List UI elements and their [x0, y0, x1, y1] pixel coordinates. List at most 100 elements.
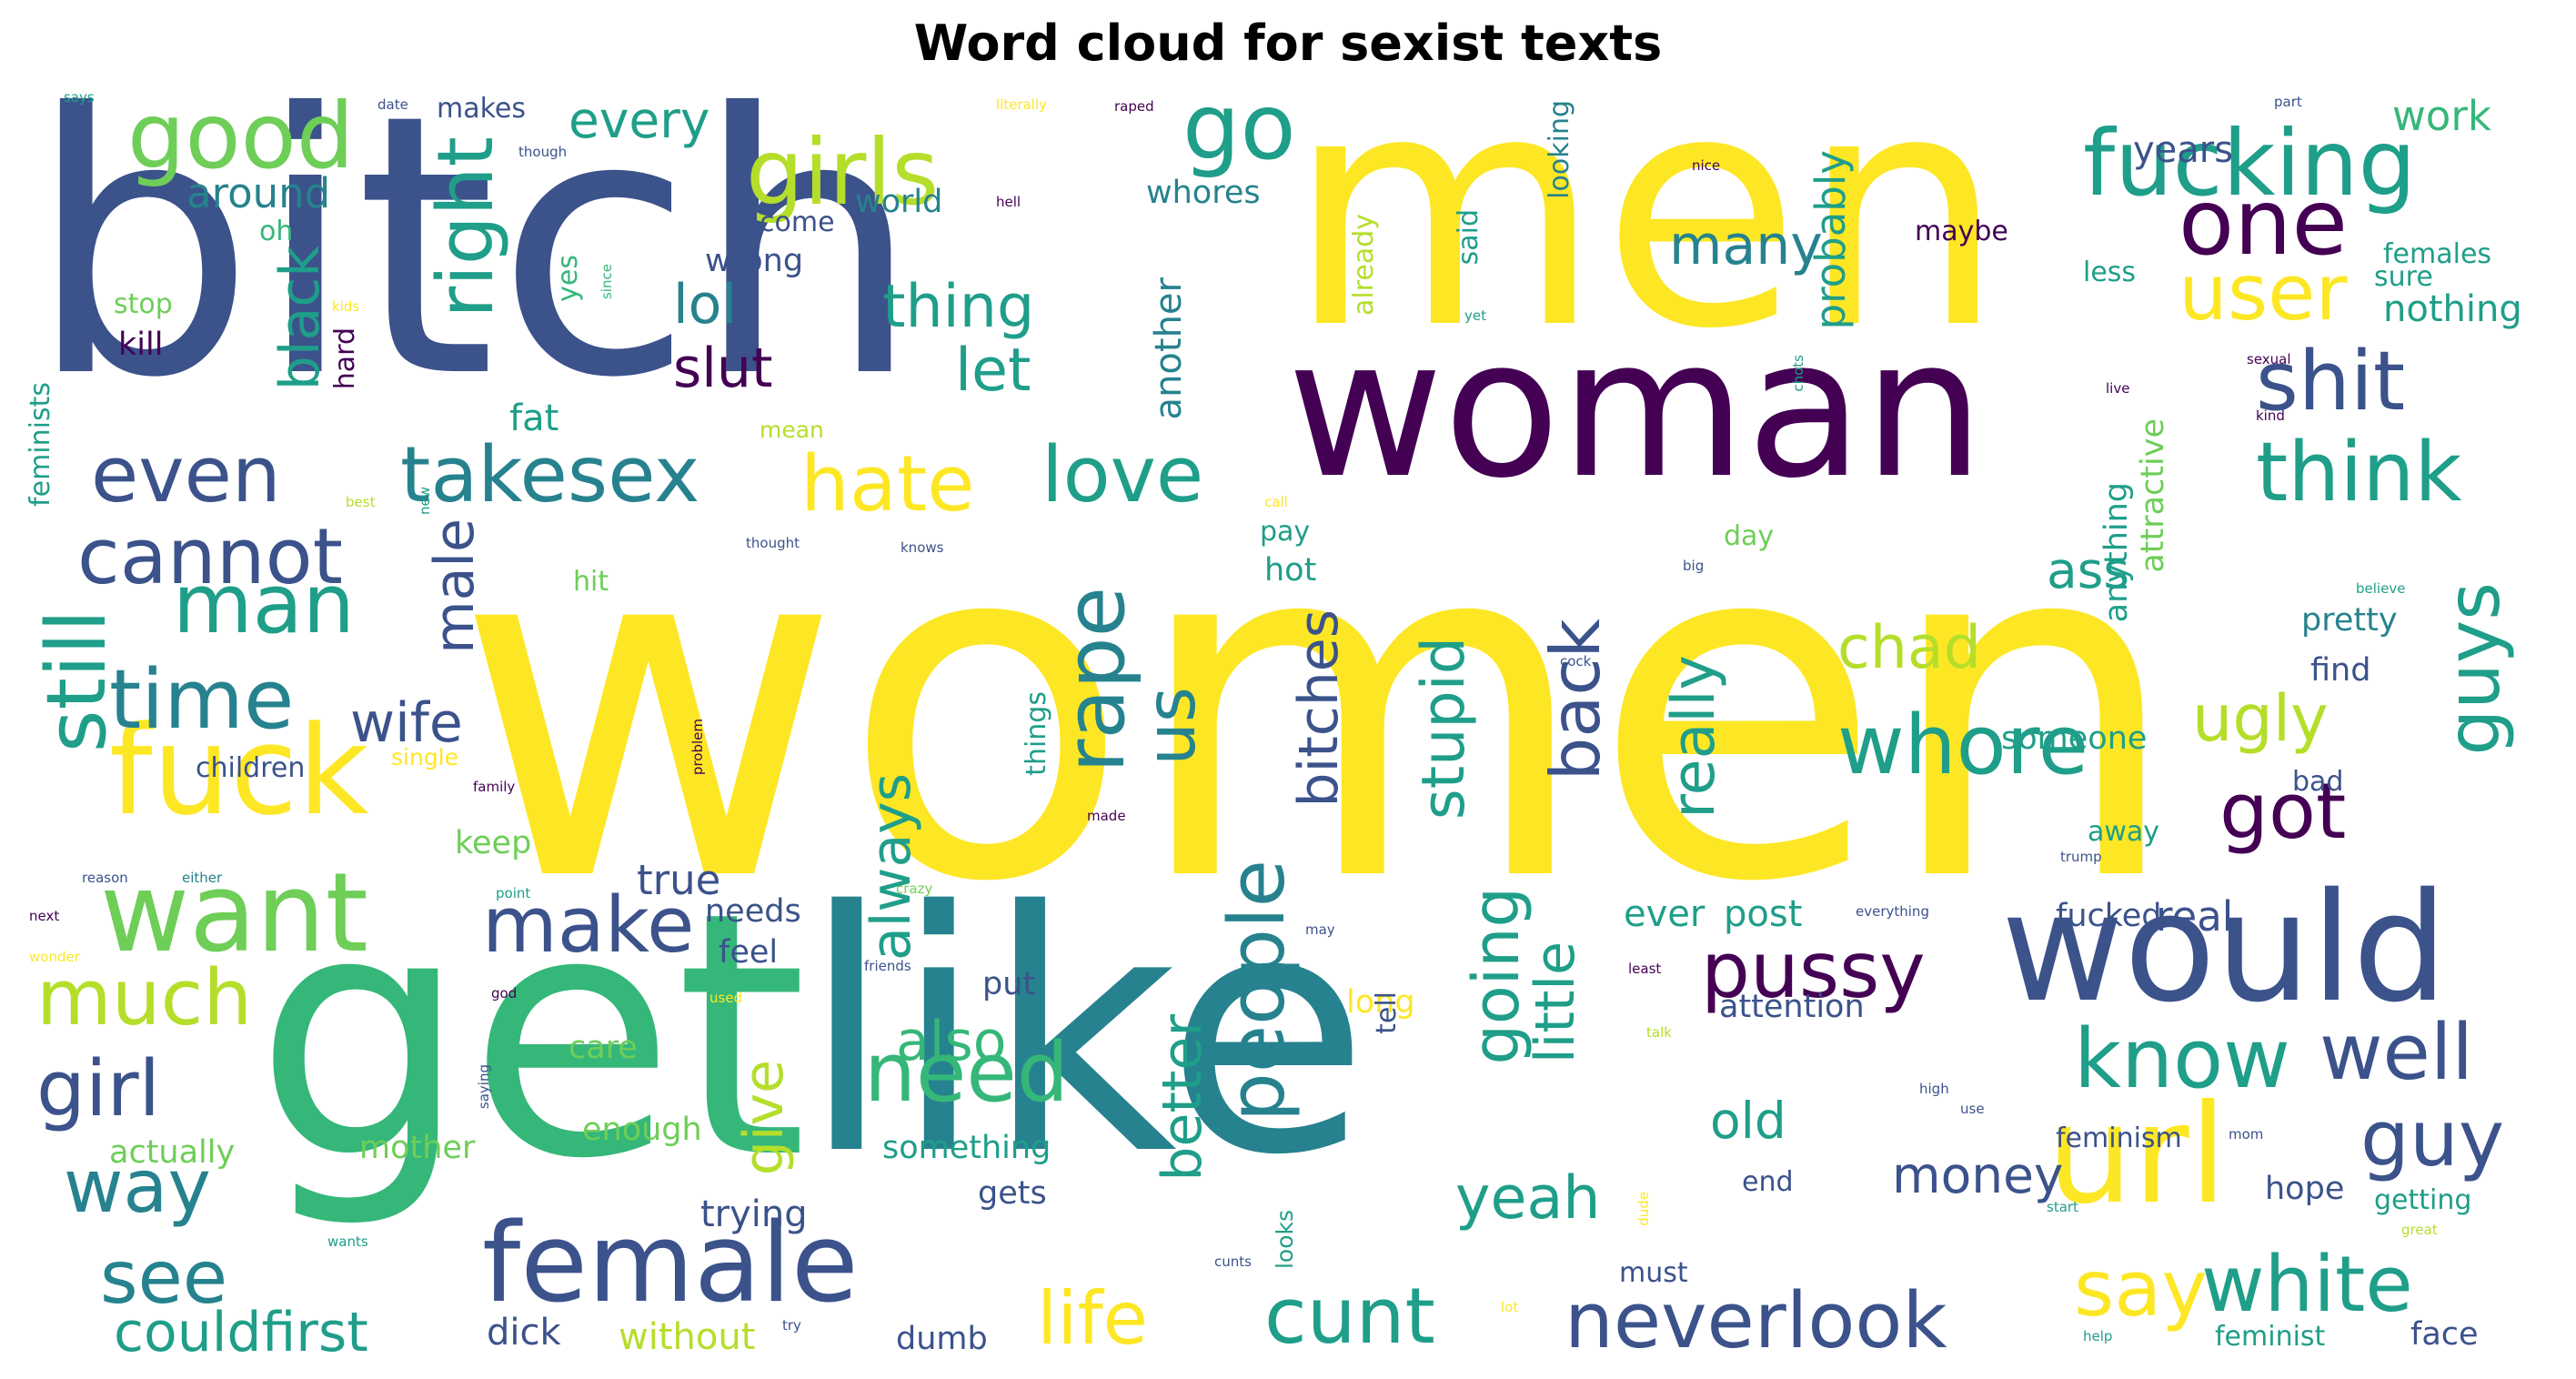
word-least: least [1628, 961, 1662, 977]
word-next: next [29, 908, 60, 924]
word-single: single [391, 744, 459, 770]
word-dumb: dumb [896, 1321, 988, 1357]
word-lot: lot [1501, 1299, 1519, 1315]
word-shit: shit [2256, 334, 2406, 429]
word-best: best [346, 494, 376, 510]
word-new: new [417, 487, 433, 516]
word-ever: ever [1624, 893, 1706, 935]
word-god: god [491, 985, 518, 1002]
word-see: see [100, 1235, 228, 1320]
word-cock: cock [1560, 653, 1592, 669]
word-dude: dude [1635, 1192, 1652, 1226]
word-pretty: pretty [2301, 602, 2398, 639]
word-hell: hell [996, 194, 1021, 210]
word-feminist: feminist [2215, 1321, 2326, 1353]
word-world: world [855, 184, 943, 220]
word-life: life [1037, 1276, 1148, 1361]
word-stupid: stupid [1410, 637, 1478, 820]
word-sure: sure [2374, 261, 2433, 293]
word-put: put [982, 966, 1036, 1002]
word-rape: rape [1048, 587, 1143, 773]
word-attention: attention [1719, 989, 1865, 1025]
word-little: little [1524, 941, 1587, 1063]
word-need: need [864, 1025, 1069, 1121]
word-men: men [1287, 23, 2006, 399]
word-make: make [482, 881, 695, 971]
word-things: things [1021, 691, 1052, 776]
word-guys: guys [2431, 582, 2516, 756]
word-fat: fat [509, 398, 559, 439]
word-point: point [496, 885, 531, 901]
word-yeah: yeah [1455, 1164, 1601, 1233]
word-url: url [2047, 1076, 2228, 1234]
word-man: man [173, 557, 355, 652]
word-male: male [423, 518, 487, 654]
word-care: care [569, 1030, 638, 1066]
word-kids: kids [332, 298, 360, 315]
word-raped: raped [1114, 98, 1154, 115]
word-way: way [64, 1144, 211, 1229]
word-girl: girl [36, 1044, 161, 1134]
word-hot: hot [1264, 552, 1317, 589]
word-enough: enough [582, 1112, 702, 1148]
word-would: would [2001, 861, 2449, 1035]
word-ass: ass [2047, 541, 2130, 599]
word-better: better [1151, 1014, 1214, 1182]
word-pussy: pussy [1701, 926, 1926, 1016]
word-let: let [955, 337, 1031, 405]
word-crazy: crazy [896, 881, 933, 897]
word-chots: chots [1790, 355, 1806, 392]
word-much: much [36, 953, 253, 1043]
word-mom: mom [2229, 1126, 2264, 1142]
word-wonder: wonder [29, 949, 80, 965]
word-go: go [1182, 74, 1296, 180]
word-yet: yet [1464, 307, 1486, 324]
word-post: post [1724, 893, 1803, 935]
word-lol: lol [673, 273, 738, 337]
word-needs: needs [705, 893, 801, 930]
word-females: females [2383, 238, 2492, 270]
word-really: really [1660, 655, 1728, 819]
word-knows: knows [901, 539, 944, 556]
word-user: user [2179, 248, 2348, 338]
word-great: great [2401, 1222, 2438, 1238]
word-anything: anything [2098, 482, 2135, 623]
word-though: though [518, 144, 568, 160]
word-whore: whore [1837, 698, 2089, 793]
word-around: around [186, 169, 331, 217]
word-said: said [1453, 209, 1484, 266]
word-like: like [800, 841, 1370, 1228]
word-hit: hit [573, 566, 609, 598]
word-wife: wife [350, 691, 463, 755]
word-fucking: fucking [2083, 110, 2417, 216]
word-date: date [377, 96, 408, 113]
word-female: female [482, 1201, 859, 1327]
word-long: long [1346, 984, 1415, 1021]
word-probably: probably [1806, 150, 1855, 330]
word-looking: looking [1544, 100, 1575, 199]
word-time: time [109, 652, 295, 748]
word-fuck: fuck [109, 700, 369, 842]
word-still: still [29, 609, 125, 753]
word-cunts: cunts [1214, 1253, 1252, 1270]
word-know: know [2074, 1012, 2290, 1107]
word-money: money [1892, 1146, 2064, 1204]
word-thought: thought [746, 535, 800, 551]
word-work: work [2392, 92, 2491, 140]
word-get: get [255, 841, 808, 1233]
word-made: made [1087, 808, 1126, 824]
word-makes: makes [437, 93, 526, 125]
word-may: may [1305, 921, 1335, 938]
word-something: something [882, 1130, 1052, 1166]
word-bad: bad [2292, 766, 2344, 798]
word-getting: getting [2374, 1184, 2472, 1216]
word-hope: hope [2265, 1171, 2345, 1207]
word-face: face [2410, 1316, 2479, 1353]
word-one: one [2179, 169, 2349, 276]
word-many: many [1669, 214, 1823, 277]
word-feminists: feminists [25, 382, 56, 507]
word-everything: everything [1856, 903, 1929, 920]
word-another: another [1148, 277, 1190, 420]
word-slut: slut [673, 337, 773, 400]
word-good: good [127, 83, 355, 189]
